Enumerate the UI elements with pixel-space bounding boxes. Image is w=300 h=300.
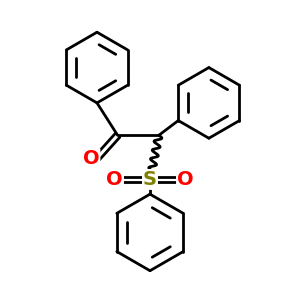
Text: S: S bbox=[143, 170, 157, 189]
Text: O: O bbox=[106, 170, 123, 189]
Text: O: O bbox=[177, 170, 194, 189]
Text: O: O bbox=[83, 149, 99, 168]
